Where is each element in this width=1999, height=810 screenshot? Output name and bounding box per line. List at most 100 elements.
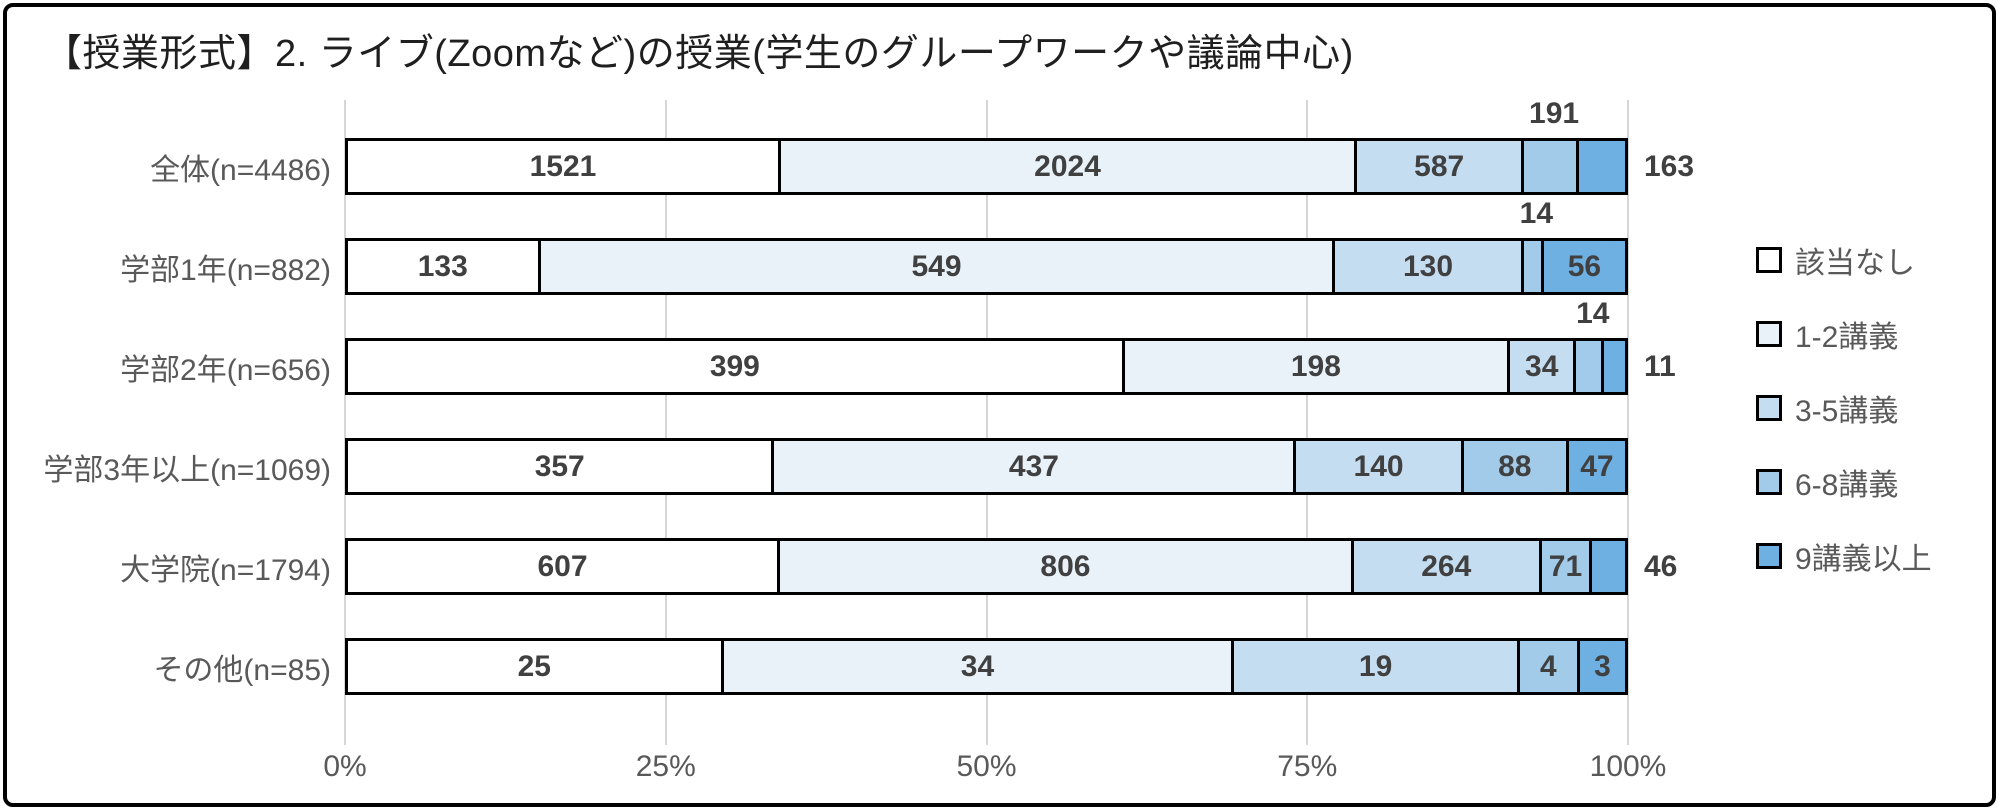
value-label: 130 — [1403, 249, 1454, 283]
legend: 該当なし 1-2講義 3-5講義 6-8講義 9講義以上 — [1756, 244, 1932, 576]
x-axis-tick-label: 25% — [635, 750, 696, 783]
value-label: 264 — [1421, 549, 1472, 583]
bar-row: 学部2年(n=656) 14 11 399 198 34 — [120, 297, 1676, 395]
value-label-outside: 163 — [1644, 149, 1695, 183]
stacked-bar: 357 437 140 88 47 — [345, 438, 1628, 495]
bar-segment: 56 — [1543, 241, 1625, 292]
value-label: 88 — [1498, 449, 1532, 483]
bar-segment: 587 — [1357, 141, 1525, 192]
legend-swatch — [1756, 321, 1782, 347]
category-label: その他(n=85) — [153, 653, 331, 687]
gridline — [664, 100, 667, 745]
legend-label: 6-8講義 — [1795, 469, 1899, 502]
value-label: 437 — [1008, 449, 1059, 483]
legend-swatch — [1756, 395, 1782, 421]
legend-label: 1-2講義 — [1795, 321, 1899, 354]
bar-segment — [1603, 341, 1625, 392]
value-label: 357 — [534, 449, 585, 483]
bar-segment: 357 — [348, 441, 775, 492]
bar-segment — [1524, 141, 1579, 192]
value-label: 140 — [1353, 449, 1404, 483]
bar-segment: 806 — [780, 541, 1354, 592]
x-axis-tick-label: 75% — [1277, 750, 1338, 783]
bar-segment: 34 — [1510, 341, 1577, 392]
bar-segment: 130 — [1335, 241, 1524, 292]
bar-segment: 140 — [1296, 441, 1464, 492]
bar-row: 学部1年(n=882) 14 133 549 130 56 — [120, 197, 1628, 295]
bar-segment: 47 — [1568, 441, 1625, 492]
legend-item: 6-8講義 — [1756, 466, 1932, 502]
category-label: 学部3年以上(n=1069) — [43, 453, 331, 487]
value-label: 587 — [1414, 149, 1465, 183]
bar-segment: 1521 — [348, 141, 781, 192]
legend-swatch — [1756, 543, 1782, 569]
gridline — [1306, 100, 1309, 745]
bar-row: 大学院(n=1794) 46 607 806 264 71 — [120, 538, 1677, 595]
value-label: 2024 — [1034, 149, 1101, 183]
legend-item: 9講義以上 — [1756, 540, 1932, 576]
bar-row: 学部3年以上(n=1069) 357 437 140 88 47 — [43, 438, 1628, 495]
value-label: 133 — [417, 249, 468, 283]
legend-swatch — [1756, 247, 1782, 273]
value-label: 19 — [1358, 649, 1393, 683]
chart-title: 【授業形式】2. ライブ(Zoomなど)の授業(学生のグループワークや議論中心) — [44, 33, 1354, 75]
value-label: 56 — [1567, 249, 1602, 283]
x-axis-tick-label: 0% — [323, 750, 367, 783]
bar-segment: 198 — [1124, 341, 1511, 392]
bar-segment: 71 — [1541, 541, 1593, 592]
bar-segment: 19 — [1234, 641, 1520, 692]
gridline — [985, 100, 988, 745]
bar-segment: 3 — [1579, 641, 1625, 692]
legend-label: 9講義以上 — [1795, 543, 1932, 576]
value-label-outside: 11 — [1644, 349, 1676, 383]
bar-segment — [1592, 541, 1625, 592]
value-label: 198 — [1290, 349, 1341, 383]
value-label: 399 — [709, 349, 760, 383]
value-label: 25 — [517, 649, 551, 683]
stacked-bar: 399 198 34 — [345, 338, 1628, 395]
value-label-above: 191 — [1529, 97, 1580, 130]
bar-segment — [1578, 141, 1625, 192]
bar-row: その他(n=85) 25 34 19 4 3 — [153, 638, 1628, 695]
value-label: 4 — [1540, 649, 1557, 683]
bar-segment: 607 — [348, 541, 781, 592]
value-label: 806 — [1040, 549, 1091, 583]
value-label: 607 — [537, 549, 588, 583]
category-label: 大学院(n=1794) — [120, 553, 331, 587]
bar-segment: 34 — [723, 641, 1235, 692]
value-label-above: 14 — [1519, 197, 1554, 230]
legend-label: 3-5講義 — [1795, 395, 1899, 428]
bar-segment: 264 — [1353, 541, 1542, 592]
value-label: 549 — [911, 249, 962, 283]
value-label: 1521 — [529, 149, 597, 183]
x-axis-tick-label: 50% — [956, 750, 1017, 783]
bar-segment: 437 — [774, 441, 1297, 492]
value-label: 47 — [1580, 449, 1614, 483]
gridlines — [344, 100, 1629, 745]
gridline — [1627, 100, 1629, 745]
bar-segment: 25 — [348, 641, 724, 692]
bar-segment — [1523, 241, 1544, 292]
legend-label: 該当なし — [1795, 247, 1915, 280]
stacked-bar: 133 549 130 56 — [345, 238, 1628, 295]
stacked-bar: 1521 2024 587 — [345, 138, 1628, 195]
category-label: 学部1年(n=882) — [120, 253, 331, 287]
value-label-outside: 46 — [1644, 549, 1678, 583]
value-label: 34 — [960, 649, 995, 683]
bar-segment: 399 — [348, 341, 1125, 392]
value-label: 34 — [1525, 349, 1559, 383]
bar-segment: 4 — [1519, 641, 1580, 692]
value-label-above: 14 — [1576, 297, 1610, 330]
stacked-bar: 607 806 264 71 — [345, 538, 1628, 595]
legend-item: 1-2講義 — [1756, 318, 1932, 354]
x-axis-tick-label: 100% — [1589, 750, 1667, 783]
category-label: 学部2年(n=656) — [120, 353, 331, 387]
bar-row: 全体(n=4486) 191 163 1521 2024 587 — [150, 97, 1694, 195]
stacked-bar: 25 34 19 4 3 — [345, 638, 1628, 695]
legend-swatch — [1756, 469, 1782, 495]
value-label: 71 — [1548, 549, 1583, 583]
legend-item: 3-5講義 — [1756, 392, 1932, 428]
bar-segment: 2024 — [780, 141, 1358, 192]
value-label: 3 — [1594, 649, 1611, 683]
